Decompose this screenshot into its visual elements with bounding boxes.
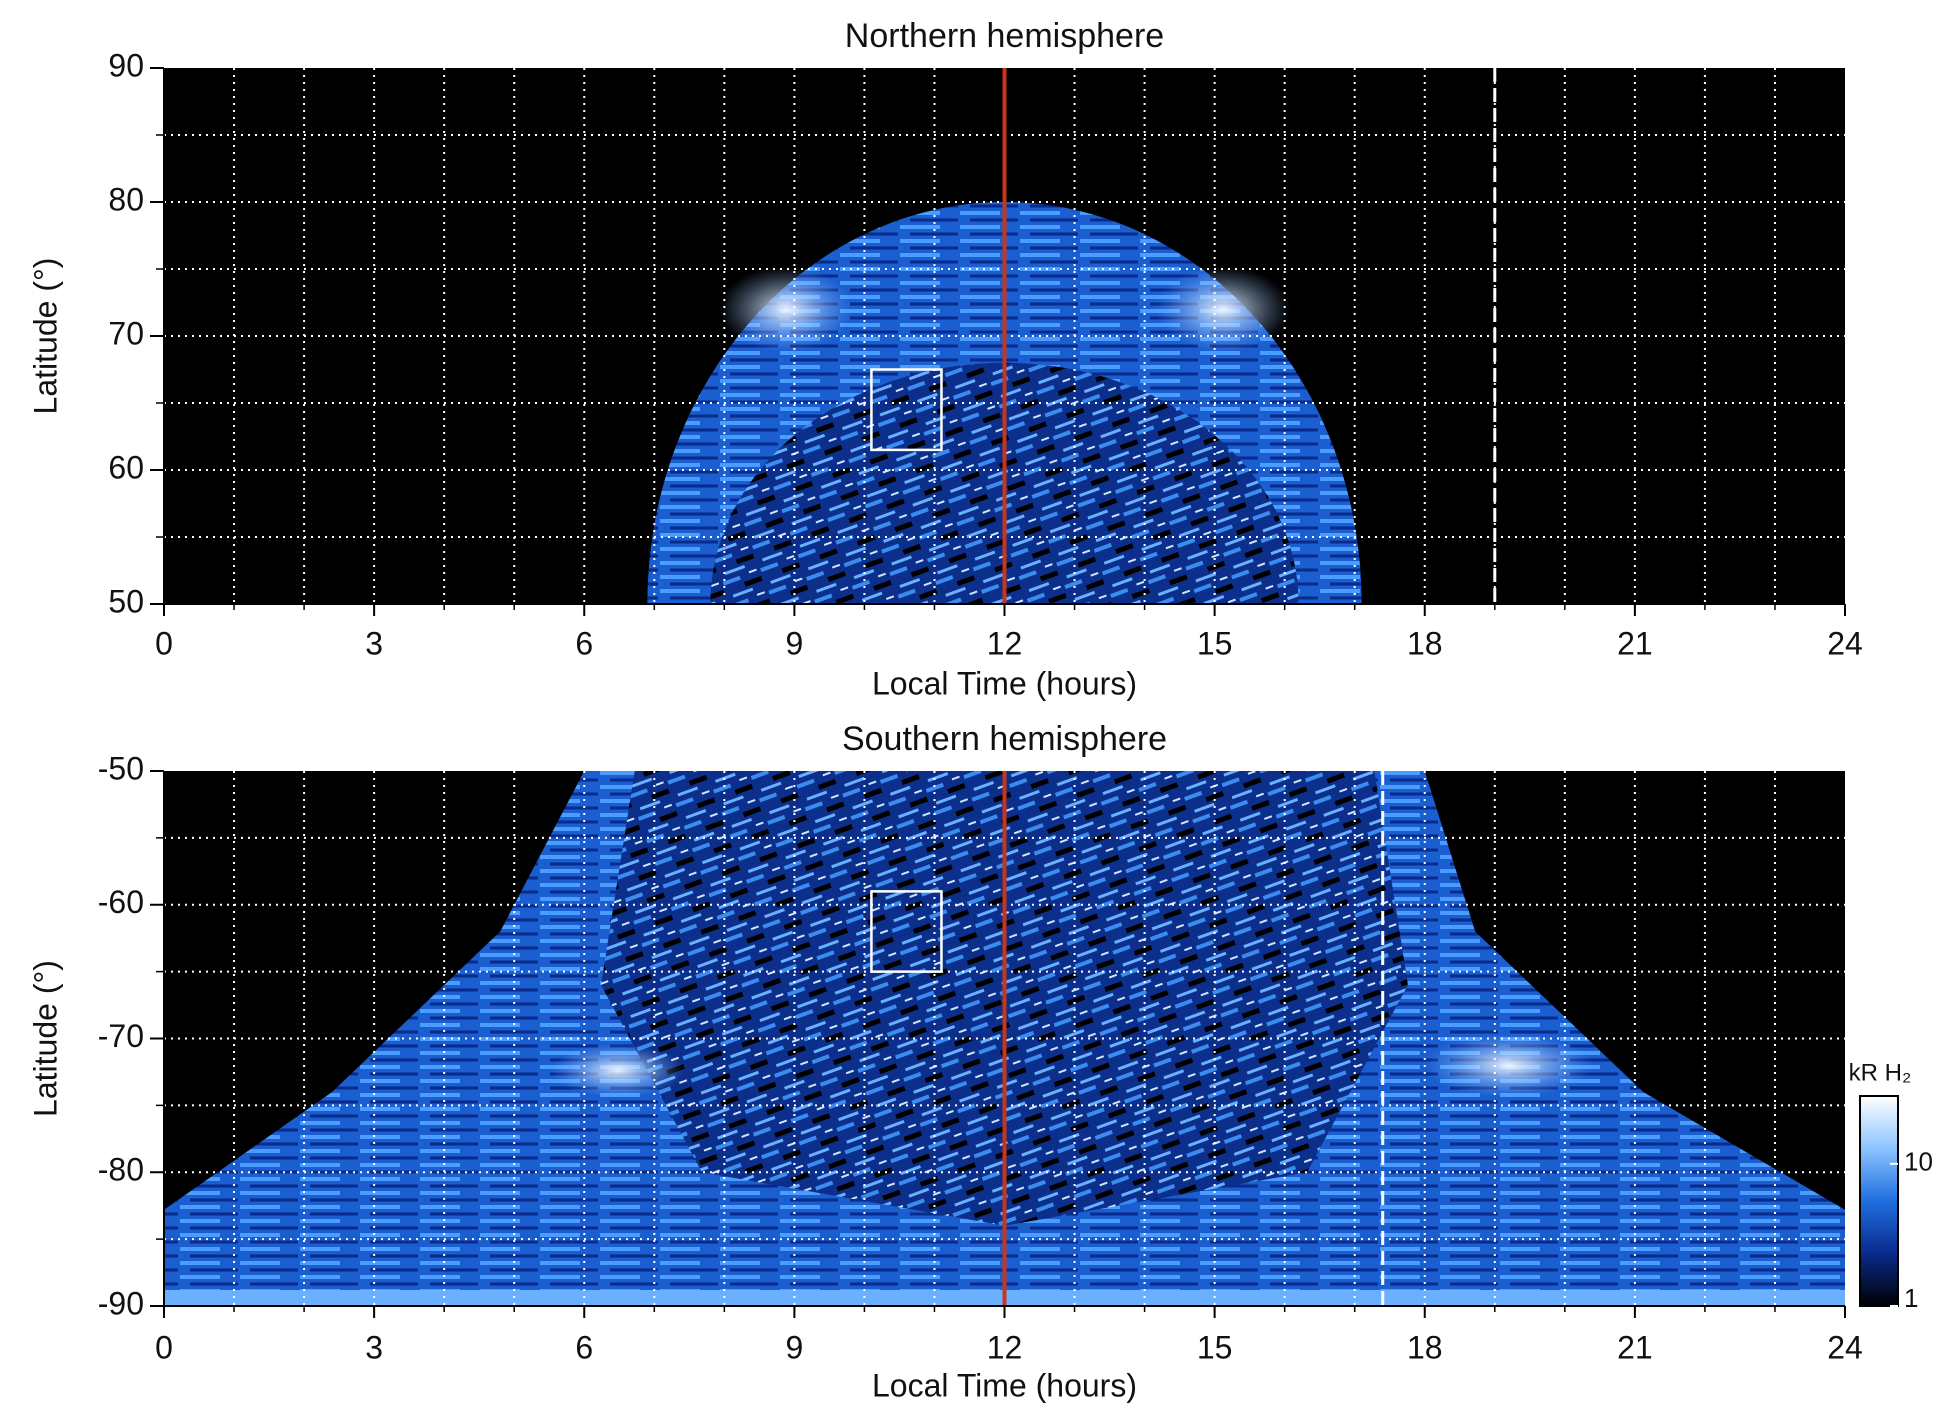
- y-tick-label: -50: [98, 750, 144, 786]
- y-tick-label: 70: [108, 315, 144, 351]
- region-box: [870, 368, 943, 452]
- y-tick-label: 60: [108, 449, 144, 485]
- x-tick-label: 9: [785, 1329, 803, 1365]
- x-tick-label: 18: [1407, 1329, 1443, 1365]
- y-tick-label: -60: [98, 884, 144, 920]
- y-tick-label: 90: [108, 47, 144, 83]
- bright-spot: [1424, 1033, 1593, 1098]
- x-tick-label: 24: [1827, 625, 1863, 661]
- x-tick-label: 12: [987, 1329, 1023, 1365]
- bright-spot: [550, 1043, 686, 1098]
- y-tick-label: 50: [108, 583, 144, 619]
- x-axis-label: Local Time (hours): [872, 1367, 1137, 1403]
- x-tick-label: 24: [1827, 1329, 1863, 1365]
- x-tick-label: 0: [155, 625, 173, 661]
- bright-arc: [718, 266, 854, 353]
- cbar-tick-label: 1: [1904, 1283, 1918, 1313]
- x-tick-label: 0: [155, 1329, 173, 1365]
- x-tick-label: 6: [575, 1329, 593, 1365]
- y-tick-label: -70: [98, 1018, 144, 1054]
- x-tick-label: 15: [1197, 625, 1233, 661]
- x-tick-label: 21: [1617, 1329, 1653, 1365]
- x-tick-label: 6: [575, 625, 593, 661]
- panel-title: Northern hemisphere: [845, 17, 1164, 55]
- x-tick-label: 3: [365, 1329, 383, 1365]
- x-tick-label: 9: [785, 625, 803, 661]
- colorbar: [1859, 1095, 1899, 1307]
- y-axis-label: Latitude (°): [27, 258, 63, 415]
- y-tick-label: -90: [98, 1285, 144, 1321]
- x-axis-label: Local Time (hours): [872, 665, 1137, 701]
- cbar-tick-label: 10: [1904, 1147, 1933, 1177]
- y-tick-label: 80: [108, 181, 144, 217]
- x-tick-label: 12: [987, 625, 1023, 661]
- panel-title: Southern hemisphere: [842, 720, 1167, 758]
- bright-arc: [1155, 266, 1291, 353]
- y-tick-label: -80: [98, 1152, 144, 1188]
- x-tick-label: 18: [1407, 625, 1443, 661]
- x-tick-label: 15: [1197, 1329, 1233, 1365]
- cbar-label: kR H₂: [1849, 1059, 1912, 1086]
- x-tick-label: 21: [1617, 625, 1653, 661]
- x-tick-label: 3: [365, 625, 383, 661]
- region-box: [870, 890, 943, 973]
- y-axis-label: Latitude (°): [27, 960, 63, 1117]
